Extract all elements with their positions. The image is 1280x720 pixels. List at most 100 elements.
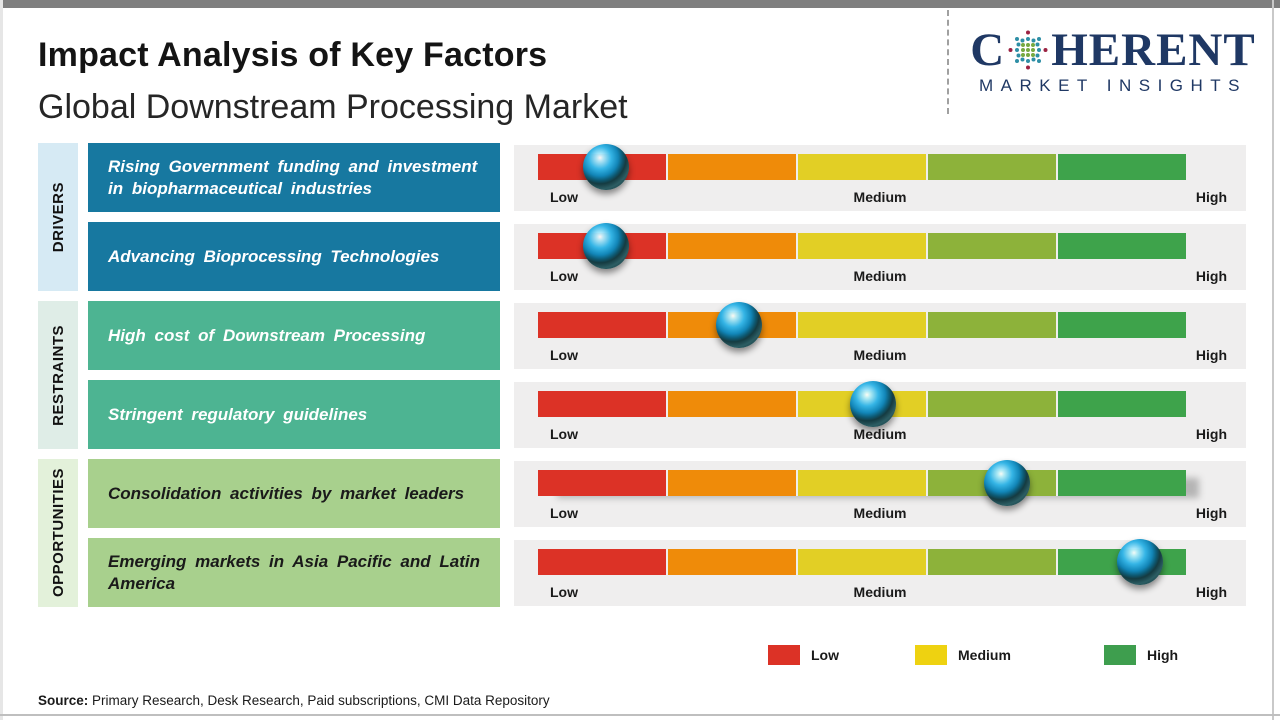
segment-low-medium [668, 470, 796, 496]
scale-label-high: High [1195, 268, 1227, 284]
scale-label-medium: Medium [853, 505, 907, 521]
factor-row: Consolidation activities by market leade… [0, 459, 1280, 528]
impact-scale-bar [538, 381, 1186, 427]
legend-label-medium: Medium [958, 647, 1011, 663]
scale-labels: Low Medium High [514, 505, 1246, 525]
impact-marker[interactable] [850, 381, 897, 427]
impact-scale-bar [538, 223, 1186, 269]
factor-box: Rising Government funding and investment… [88, 143, 500, 212]
impact-slider: Low Medium High [514, 144, 1246, 211]
segment-medium-high [928, 154, 1056, 180]
factor-row: Emerging markets in Asia Pacific and Lat… [0, 538, 1280, 607]
factor-text: Emerging markets in Asia Pacific and Lat… [108, 551, 480, 593]
scale-labels: Low Medium High [514, 189, 1246, 209]
impact-scale-bar [538, 460, 1186, 506]
impact-marker[interactable] [583, 144, 630, 190]
source-note: Source: Primary Research, Desk Research,… [38, 693, 550, 708]
legend-label-high: High [1147, 647, 1179, 663]
factor-text: Advancing Bioprocessing Technologies [108, 246, 440, 266]
category-band-drivers: DRIVERS [38, 143, 78, 291]
scale-labels: Low Medium High [514, 426, 1246, 446]
segment-medium [798, 154, 926, 180]
top-accent-bar [0, 0, 1280, 8]
factor-box: Advancing Bioprocessing Technologies [88, 222, 500, 291]
impact-scale-bar [538, 302, 1186, 348]
scale-label-low: Low [550, 268, 578, 284]
impact-marker[interactable] [984, 460, 1031, 506]
scale-label-high: High [1195, 505, 1227, 521]
left-edge-line [0, 0, 3, 720]
page-title: Impact Analysis of Key Factors [38, 36, 548, 74]
scale-labels: Low Medium High [514, 584, 1246, 604]
factor-text: Consolidation activities by market leade… [108, 483, 465, 503]
scale-label-medium: Medium [853, 347, 907, 363]
scale-label-high: High [1195, 426, 1227, 442]
impact-slider: Low Medium High [514, 223, 1246, 290]
scale-label-low: Low [550, 505, 578, 521]
scale-label-low: Low [550, 584, 578, 600]
scale-label-high: High [1195, 189, 1227, 205]
logo-dots-icon [1008, 30, 1048, 70]
factor-text: Stringent regulatory guidelines [108, 404, 368, 424]
impact-scale-bar [538, 539, 1186, 585]
segment-medium-high [928, 391, 1056, 417]
segment-high [1058, 470, 1186, 496]
scale-labels: Low Medium High [514, 268, 1246, 288]
category-band-restraints: RESTRAINTS [38, 301, 78, 449]
segment-high [1058, 391, 1186, 417]
impact-marker[interactable] [583, 223, 630, 269]
factor-row: High cost of Downstream Processing Low M… [0, 301, 1280, 370]
factor-text: Rising Government funding and investment… [108, 156, 478, 198]
segment-low [538, 312, 666, 338]
segment-low [538, 391, 666, 417]
scale-label-medium: Medium [853, 268, 907, 284]
scale-label-medium: Medium [853, 584, 907, 600]
segment-low [538, 470, 666, 496]
source-prefix: Source: [38, 693, 89, 708]
brand-tagline: MARKET INSIGHTS [978, 76, 1248, 95]
header-divider [947, 10, 949, 114]
legend: Low Medium High [768, 645, 1246, 667]
factor-row: Stringent regulatory guidelines Low Medi… [0, 380, 1280, 449]
segment-medium-high [928, 233, 1056, 259]
brand-letters-rest: HERENT [1051, 24, 1256, 76]
segment-medium-high [928, 312, 1056, 338]
scale-label-high: High [1195, 584, 1227, 600]
segment-medium [798, 549, 926, 575]
page-subtitle: Global Downstream Processing Market [38, 88, 628, 126]
category-band-opportunities: OPPORTUNITIES [38, 459, 78, 607]
impact-marker[interactable] [1116, 539, 1163, 585]
segment-medium [798, 233, 926, 259]
impact-scale-bar [538, 144, 1186, 190]
legend-item-high: High [1104, 645, 1178, 665]
impact-slider: Low Medium High [514, 460, 1246, 527]
factor-row: Advancing Bioprocessing Technologies Low… [0, 222, 1280, 291]
brand-wordmark: C [965, 26, 1261, 74]
segment-medium-high [928, 549, 1056, 575]
bottom-edge-line [0, 714, 1280, 716]
factor-text: High cost of Downstream Processing [108, 325, 426, 345]
factor-row: Rising Government funding and investment… [0, 143, 1280, 212]
brand-logo: C [965, 26, 1261, 96]
impact-slider: Low Medium High [514, 302, 1246, 369]
segment-high [1058, 312, 1186, 338]
brand-letter-c: C [970, 24, 1006, 76]
legend-swatch-medium [915, 645, 947, 665]
legend-swatch-low [768, 645, 800, 665]
legend-item-low: Low [768, 645, 839, 665]
legend-swatch-high [1104, 645, 1136, 665]
source-text: Primary Research, Desk Research, Paid su… [88, 693, 550, 708]
impact-marker[interactable] [715, 302, 762, 348]
segment-low-medium [668, 391, 796, 417]
scale-label-medium: Medium [853, 426, 907, 442]
segment-low-medium [668, 154, 796, 180]
segment-low [538, 549, 666, 575]
scale-labels: Low Medium High [514, 347, 1246, 367]
impact-slider: Low Medium High [514, 381, 1246, 448]
segment-low-medium [668, 549, 796, 575]
factor-box: Stringent regulatory guidelines [88, 380, 500, 449]
scale-label-high: High [1195, 347, 1227, 363]
legend-label-low: Low [811, 647, 839, 663]
right-edge-line [1272, 0, 1274, 720]
